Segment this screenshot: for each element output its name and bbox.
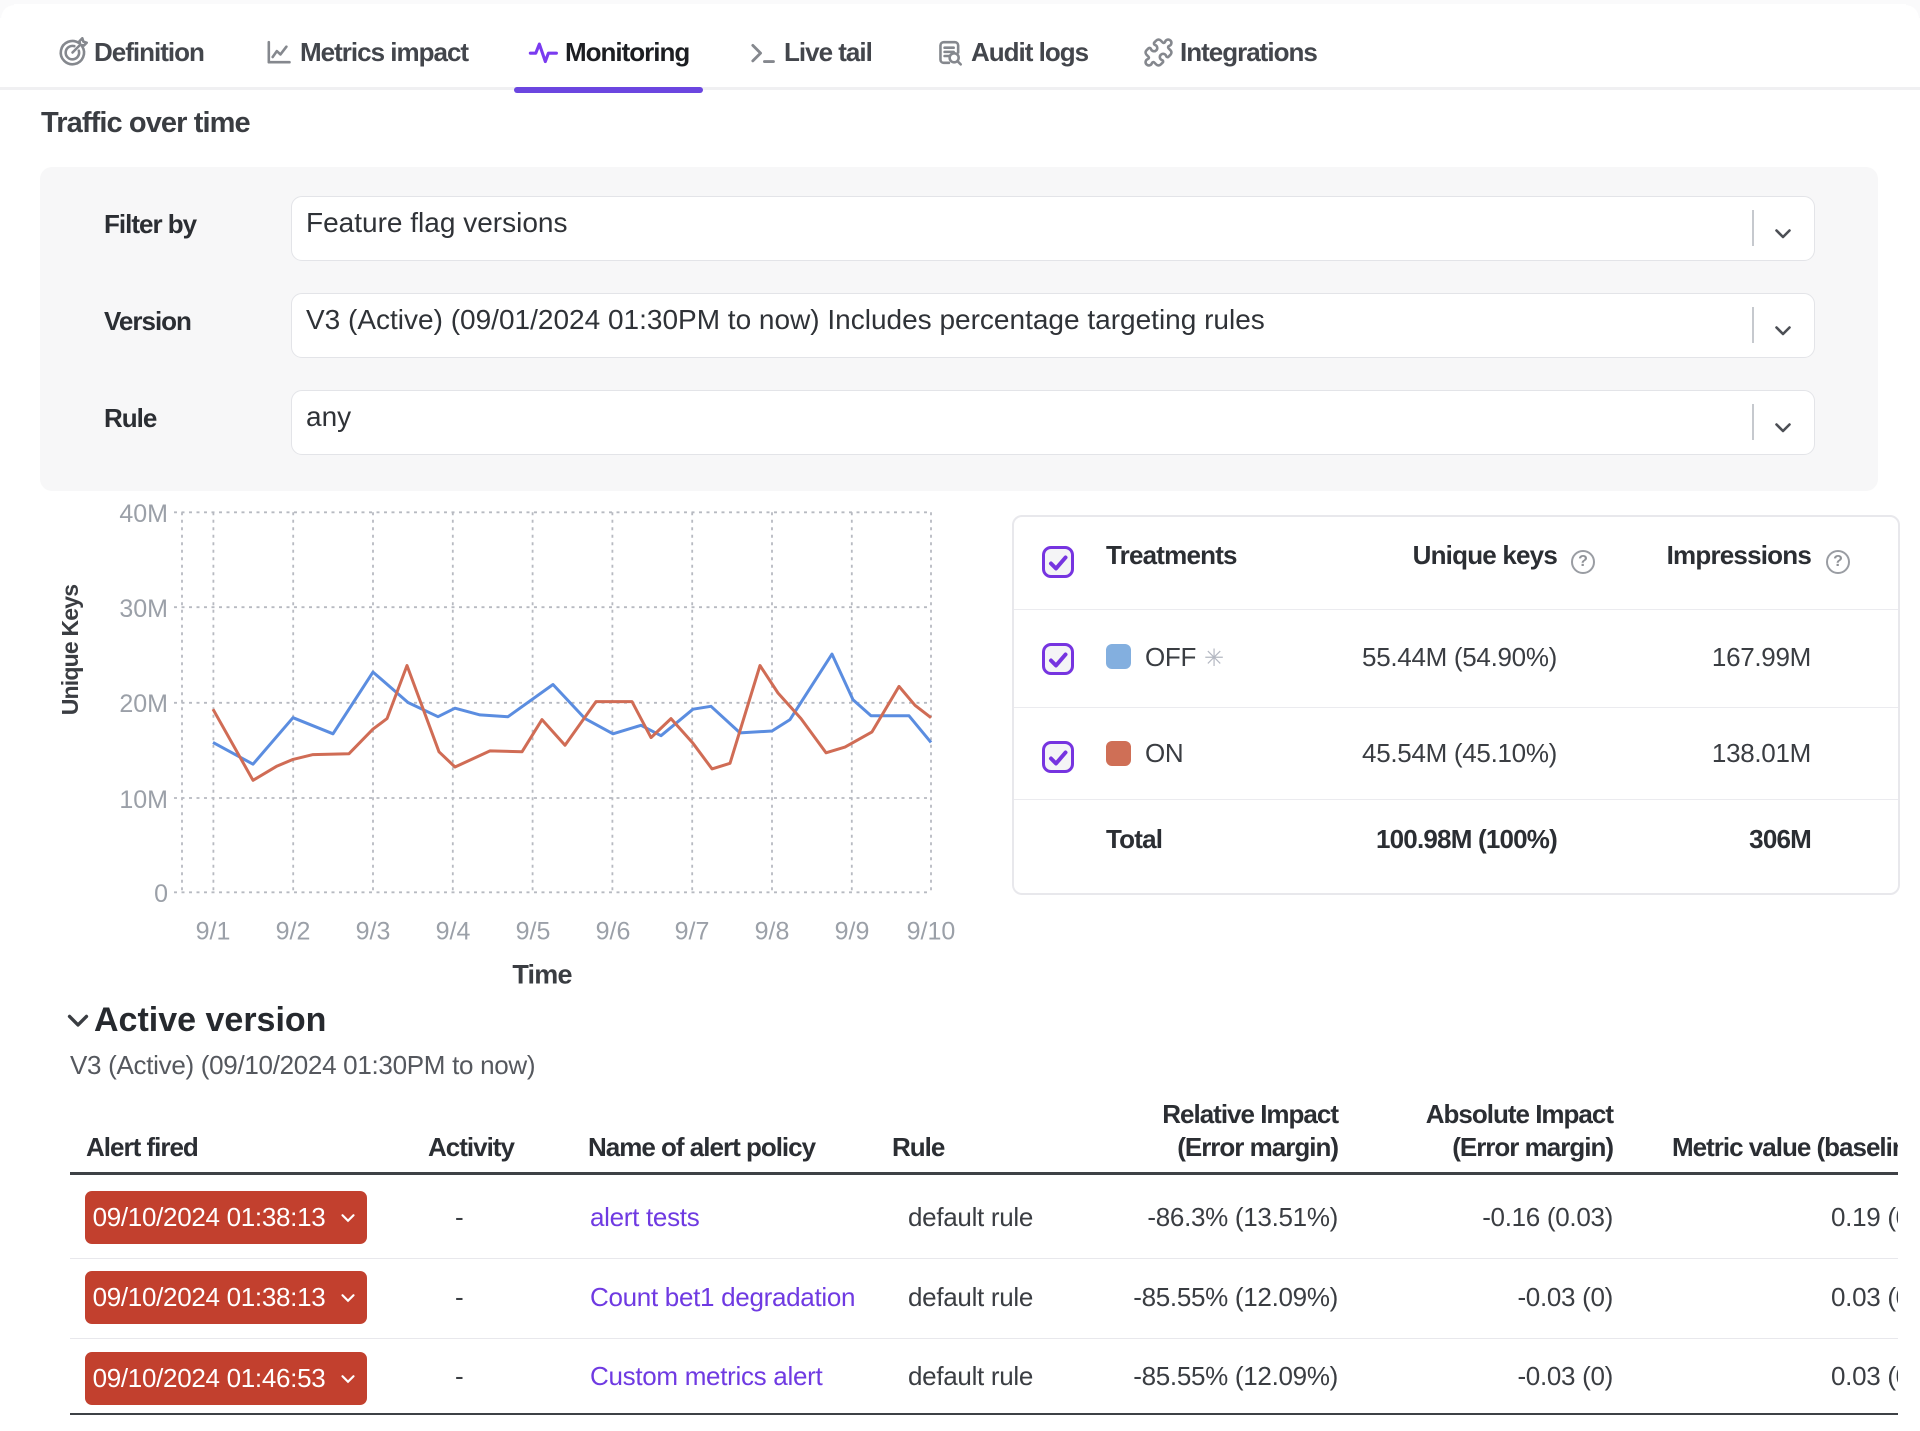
svg-text:9/2: 9/2: [276, 918, 311, 946]
svg-text:20M: 20M: [119, 690, 168, 718]
svg-text:9/7: 9/7: [675, 918, 710, 946]
svg-text:Unique Keys: Unique Keys: [57, 585, 83, 716]
svg-text:9/4: 9/4: [436, 918, 471, 946]
svg-text:Time: Time: [512, 960, 572, 990]
svg-text:30M: 30M: [119, 595, 168, 623]
svg-text:9/6: 9/6: [596, 918, 631, 946]
svg-text:0: 0: [154, 880, 168, 908]
svg-text:40M: 40M: [119, 500, 168, 528]
svg-text:9/5: 9/5: [516, 918, 551, 946]
svg-text:9/3: 9/3: [356, 918, 391, 946]
svg-text:9/10: 9/10: [907, 918, 956, 946]
svg-text:10M: 10M: [119, 786, 168, 814]
svg-text:9/8: 9/8: [755, 918, 790, 946]
svg-text:9/1: 9/1: [196, 918, 231, 946]
svg-text:9/9: 9/9: [835, 918, 870, 946]
